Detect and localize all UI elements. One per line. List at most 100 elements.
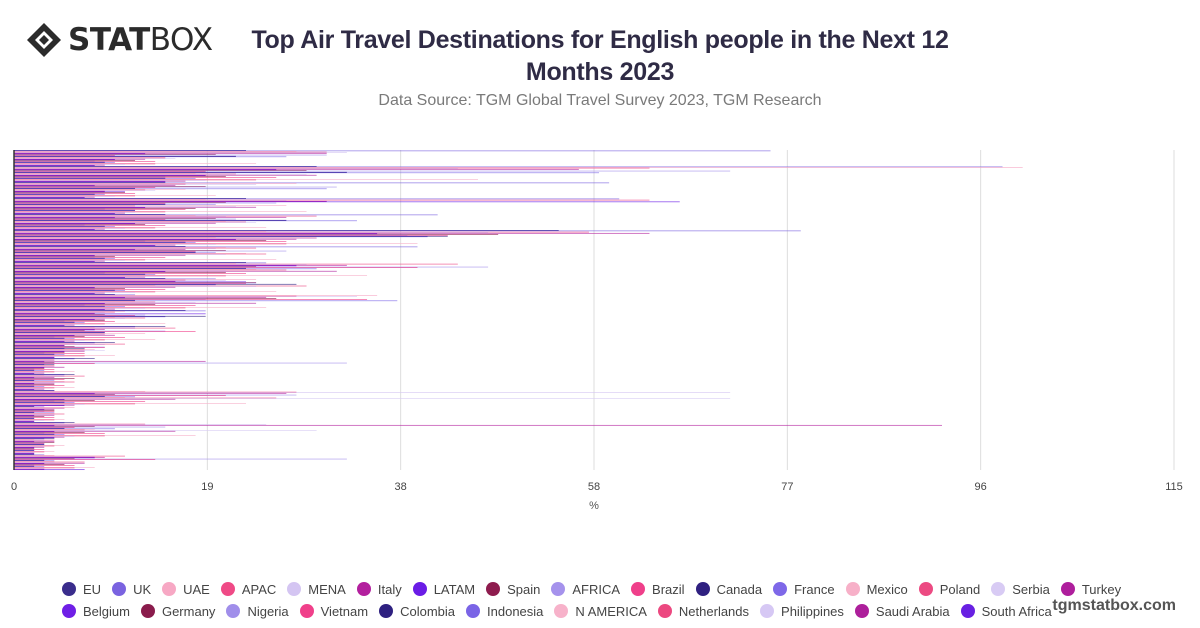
- bar[interactable]: [14, 279, 257, 280]
- bar[interactable]: [14, 404, 85, 405]
- bar[interactable]: [14, 314, 146, 316]
- legend-item[interactable]: LATAM: [412, 582, 475, 597]
- bar[interactable]: [14, 332, 105, 334]
- bar[interactable]: [14, 192, 125, 193]
- bar[interactable]: [14, 183, 186, 185]
- bar[interactable]: [14, 457, 95, 459]
- bar[interactable]: [14, 408, 55, 410]
- bar[interactable]: [14, 269, 287, 271]
- bar[interactable]: [14, 414, 55, 416]
- bar[interactable]: [14, 466, 45, 468]
- legend-item[interactable]: Netherlands: [657, 604, 749, 619]
- legend-item[interactable]: Turkey: [1060, 582, 1121, 597]
- bar[interactable]: [14, 240, 267, 241]
- bar[interactable]: [14, 331, 196, 332]
- bar[interactable]: [14, 382, 55, 384]
- bar[interactable]: [14, 322, 85, 324]
- bar[interactable]: [14, 184, 257, 185]
- bar[interactable]: [14, 404, 75, 406]
- bar[interactable]: [14, 161, 156, 162]
- bar[interactable]: [14, 150, 246, 151]
- bar[interactable]: [14, 365, 55, 366]
- bar[interactable]: [14, 341, 65, 343]
- bar[interactable]: [14, 402, 75, 404]
- bar[interactable]: [14, 289, 115, 291]
- bar[interactable]: [14, 318, 125, 319]
- bar[interactable]: [14, 463, 45, 465]
- bar[interactable]: [14, 317, 115, 318]
- bar[interactable]: [14, 426, 95, 427]
- bar[interactable]: [14, 326, 166, 327]
- bar[interactable]: [14, 276, 146, 278]
- bar[interactable]: [14, 362, 347, 364]
- bar[interactable]: [14, 380, 55, 382]
- bar[interactable]: [14, 263, 236, 264]
- legend-item[interactable]: Poland: [918, 582, 980, 597]
- bar[interactable]: [14, 462, 85, 464]
- bar[interactable]: [14, 285, 307, 287]
- legend-item[interactable]: South Africa: [960, 604, 1052, 619]
- bar[interactable]: [14, 183, 297, 184]
- bar[interactable]: [14, 440, 45, 441]
- bar[interactable]: [14, 313, 206, 315]
- bar[interactable]: [14, 294, 136, 296]
- legend-item[interactable]: APAC: [220, 582, 276, 597]
- bar[interactable]: [14, 240, 146, 242]
- bar[interactable]: [14, 352, 65, 353]
- bar[interactable]: [14, 385, 35, 387]
- bar[interactable]: [14, 307, 267, 308]
- bar[interactable]: [14, 342, 95, 344]
- bar[interactable]: [14, 215, 317, 217]
- bar[interactable]: [14, 299, 368, 300]
- bar[interactable]: [14, 321, 75, 323]
- bar[interactable]: [14, 170, 731, 172]
- bar[interactable]: [14, 425, 55, 427]
- bar[interactable]: [14, 331, 105, 333]
- bar[interactable]: [14, 160, 95, 162]
- bar[interactable]: [14, 222, 216, 224]
- bar[interactable]: [14, 264, 347, 266]
- bar[interactable]: [14, 186, 337, 188]
- bar[interactable]: [14, 370, 45, 372]
- bar[interactable]: [14, 453, 35, 455]
- bar[interactable]: [14, 412, 55, 414]
- bar[interactable]: [14, 269, 257, 270]
- bar[interactable]: [14, 433, 55, 435]
- bar[interactable]: [14, 226, 115, 228]
- bar[interactable]: [14, 311, 115, 313]
- bar[interactable]: [14, 348, 65, 350]
- bar[interactable]: [14, 444, 45, 446]
- bar[interactable]: [14, 442, 45, 444]
- bar[interactable]: [14, 155, 115, 156]
- bar[interactable]: [14, 306, 125, 308]
- bar[interactable]: [14, 365, 55, 367]
- bar[interactable]: [14, 208, 196, 209]
- bar[interactable]: [14, 397, 277, 399]
- bar[interactable]: [14, 238, 297, 240]
- bar[interactable]: [14, 445, 65, 446]
- bar[interactable]: [14, 454, 45, 456]
- bar[interactable]: [14, 173, 196, 174]
- bar[interactable]: [14, 296, 357, 297]
- bar[interactable]: [14, 200, 287, 201]
- bar[interactable]: [14, 323, 105, 325]
- bar[interactable]: [14, 390, 55, 391]
- bar[interactable]: [14, 165, 95, 167]
- bar[interactable]: [14, 410, 55, 411]
- bar[interactable]: [14, 151, 327, 153]
- bar[interactable]: [14, 215, 196, 216]
- bar[interactable]: [14, 427, 75, 428]
- bar[interactable]: [14, 366, 65, 368]
- bar[interactable]: [14, 223, 136, 225]
- bar[interactable]: [14, 286, 176, 288]
- bar[interactable]: [14, 396, 136, 398]
- bar[interactable]: [14, 443, 45, 444]
- bar[interactable]: [14, 259, 146, 261]
- bar[interactable]: [14, 342, 115, 343]
- bar[interactable]: [14, 366, 55, 367]
- bar[interactable]: [14, 199, 206, 200]
- bar[interactable]: [14, 169, 277, 171]
- bar[interactable]: [14, 456, 95, 457]
- bar[interactable]: [14, 280, 226, 281]
- bar[interactable]: [14, 282, 257, 284]
